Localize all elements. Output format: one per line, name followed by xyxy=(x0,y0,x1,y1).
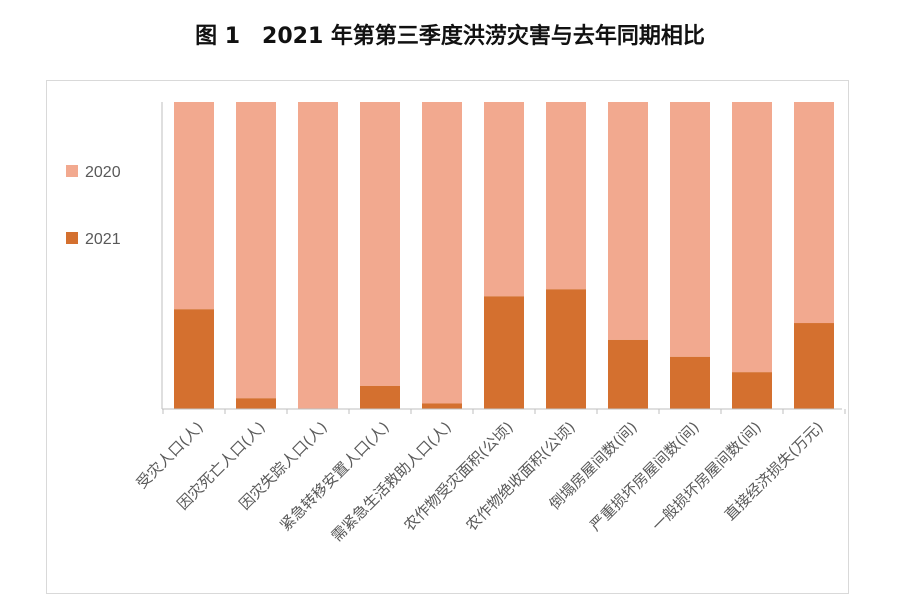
bar-2020 xyxy=(298,102,338,409)
bar-2021 xyxy=(484,296,524,409)
bar-2021 xyxy=(236,398,276,409)
bar-2020 xyxy=(794,102,834,324)
bar-2020 xyxy=(546,102,586,290)
legend-swatch-2020 xyxy=(66,165,78,177)
bar-2020 xyxy=(670,102,710,357)
x-tick-labels: 受灾人口(人)因灾死亡人口(人)因灾失踪人口(人)紧急转移安置人口(人)需紧急生… xyxy=(133,418,827,545)
x-tick-label: 严重损坏房屋间数(间) xyxy=(586,418,702,534)
x-tick-label: 农作物受灾面积(公顷) xyxy=(400,418,516,534)
axes xyxy=(161,102,846,414)
bar-2021 xyxy=(794,323,834,409)
x-tick-label: 需紧急生活救助人口(人) xyxy=(328,418,455,545)
bar-2021 xyxy=(670,356,710,409)
x-tick-label: 紧急转移安置人口(人) xyxy=(276,418,392,534)
legend: 2020 2021 xyxy=(66,164,121,248)
bar-2021 xyxy=(732,372,772,409)
bar-2021 xyxy=(546,289,586,409)
chart-title: 图 1 2021 年第第三季度洪涝灾害与去年同期相比 xyxy=(195,24,705,49)
bar-2021 xyxy=(422,403,462,409)
legend-label-2021: 2021 xyxy=(85,231,121,248)
chart-frame xyxy=(46,80,849,594)
bar-2020 xyxy=(732,102,772,373)
bar-2021 xyxy=(608,339,648,409)
bar-2020 xyxy=(422,102,462,404)
legend-swatch-2021 xyxy=(66,232,78,244)
bars xyxy=(174,102,834,409)
bar-2021 xyxy=(174,309,214,409)
bar-2020 xyxy=(608,102,648,340)
bar-2020 xyxy=(236,102,276,399)
x-tick-label: 农作物绝收面积(公顷) xyxy=(462,418,578,534)
x-tick-label: 一般损坏房屋间数(间) xyxy=(648,418,764,534)
bar-2020 xyxy=(484,102,524,297)
legend-label-2020: 2020 xyxy=(85,164,121,181)
bar-2021 xyxy=(360,385,400,409)
bar-2020 xyxy=(360,102,400,386)
bar-2020 xyxy=(174,102,214,310)
